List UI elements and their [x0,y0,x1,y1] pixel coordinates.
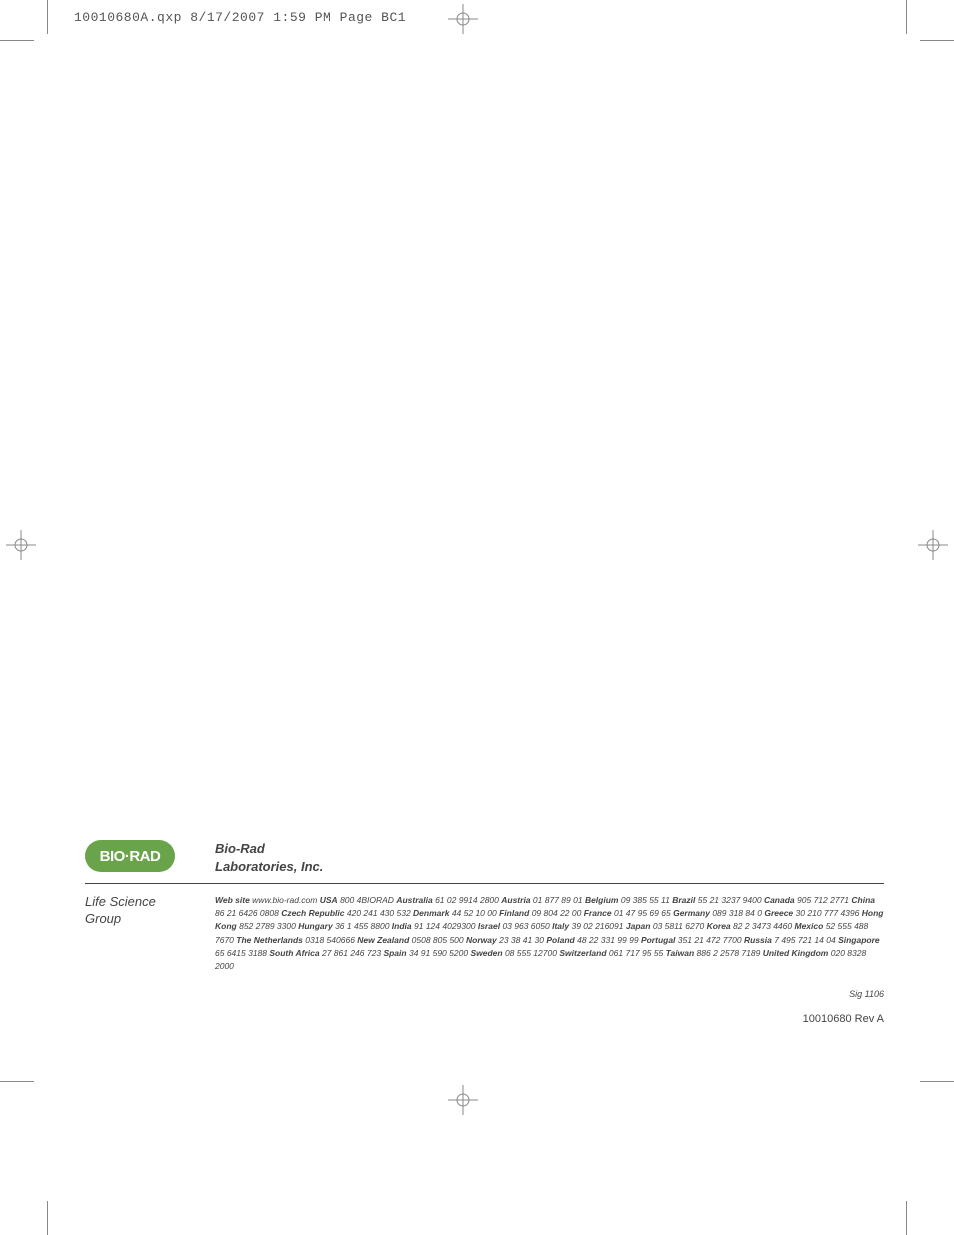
group-line: Life Science [85,894,175,911]
contact-entry: Taiwan 886 2 2578 7189 [666,948,761,958]
contact-entry: Greece 30 210 777 4396 [764,908,859,918]
company-name: Bio-Rad Laboratories, Inc. [215,840,323,875]
contact-entry: New Zealand 0508 805 500 [357,935,463,945]
contact-entry: Portugal 351 21 472 7700 [641,935,742,945]
group-name: Life Science Group [85,894,175,973]
contact-entry: Belgium 09 385 55 11 [585,895,670,905]
crop-mark [906,0,907,34]
registration-mark-icon [448,4,478,34]
contact-entry: Germany 089 318 84 0 [673,908,762,918]
crop-mark [920,1081,954,1082]
sig-code: Sig 1106 [85,989,884,999]
contact-entry: India 91 124 4029300 [392,921,476,931]
company-name-line: Laboratories, Inc. [215,858,323,876]
divider [85,883,884,884]
contact-entry: Czech Republic 420 241 430 532 [281,908,410,918]
contact-entry: Korea 82 2 3473 4460 [707,921,793,931]
contact-entry: The Netherlands 0318 540666 [236,935,355,945]
contact-entry: Spain 34 91 590 5200 [383,948,468,958]
crop-mark [0,40,34,41]
contact-entry: Norway 23 38 41 30 [466,935,544,945]
registration-mark-icon [918,530,948,560]
contacts-block: Web site www.bio-rad.com USA 800 4BIORAD… [215,894,884,973]
contact-entry: Israel 03 963 6050 [478,921,550,931]
registration-mark-icon [448,1085,478,1115]
company-name-line: Bio-Rad [215,840,323,858]
contact-entry: Australia 61 02 9914 2800 [396,895,499,905]
biorad-logo: BIO·RAD [85,840,175,872]
contact-entry-website: Web site www.bio-rad.com [215,895,317,905]
group-line: Group [85,911,175,928]
contact-entry: Denmark 44 52 10 00 [413,908,497,918]
contact-entry: South Africa 27 861 246 723 [269,948,381,958]
crop-mark [0,1081,34,1082]
crop-mark [47,0,48,34]
contact-entry: Poland 48 22 331 99 99 [546,935,638,945]
contact-entry: Austria 01 877 89 01 [501,895,582,905]
print-slug: 10010680A.qxp 8/17/2007 1:59 PM Page BC1 [74,10,406,25]
contact-entry: Canada 905 712 2771 [764,895,849,905]
crop-mark [920,40,954,41]
contact-entry: Russia 7 495 721 14 04 [744,935,836,945]
contact-entry: Brazil 55 21 3237 9400 [672,895,761,905]
contact-entry: Japan 03 5811 6270 [626,921,704,931]
registration-mark-icon [6,530,36,560]
contact-entry: Hungary 36 1 455 8800 [298,921,389,931]
contact-entry: France 01 47 95 69 65 [584,908,671,918]
contact-entry: Sweden 08 555 12700 [470,948,557,958]
revision-code: 10010680 Rev A [85,1013,884,1025]
logo-text: BIO·RAD [100,848,161,865]
footer-block: BIO·RAD Bio-Rad Laboratories, Inc. Life … [85,840,884,1025]
crop-mark [906,1201,907,1235]
crop-mark [47,1201,48,1235]
contact-entry: Finland 09 804 22 00 [499,908,581,918]
contact-entry: Italy 39 02 216091 [552,921,623,931]
contact-entry: Switzerland 061 717 95 55 [559,948,663,958]
contact-entry: USA 800 4BIORAD [320,895,394,905]
